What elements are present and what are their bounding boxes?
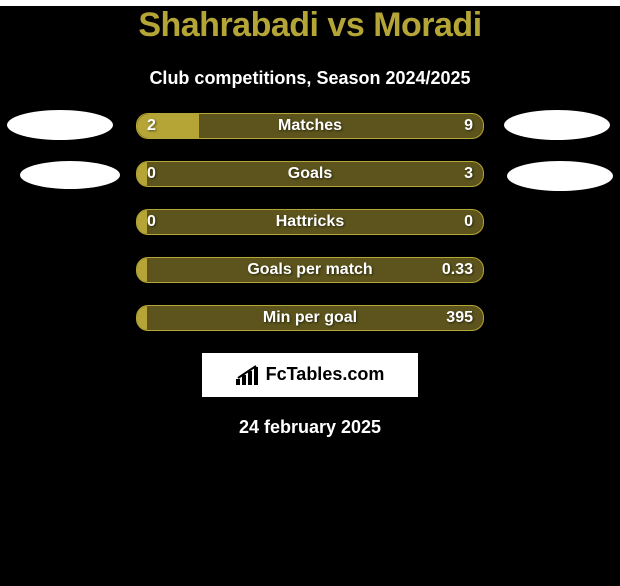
avatar-placeholder-left-2 bbox=[20, 161, 120, 189]
stat-value-right: 9 bbox=[464, 114, 473, 138]
stat-value-right: 0 bbox=[464, 210, 473, 234]
avatar-placeholder-left-1 bbox=[7, 110, 113, 140]
comparison-card: Shahrabadi vs Moradi Club competitions, … bbox=[0, 6, 620, 586]
avatar-placeholder-right-2 bbox=[507, 161, 613, 191]
stat-value-right: 3 bbox=[464, 162, 473, 186]
site-logo: FcTables.com bbox=[202, 353, 418, 397]
stat-bar: 0Goals3 bbox=[136, 161, 484, 187]
stat-label: Min per goal bbox=[137, 306, 483, 330]
stat-label: Goals bbox=[137, 162, 483, 186]
stat-value-right: 0.33 bbox=[442, 258, 473, 282]
card-subtitle: Club competitions, Season 2024/2025 bbox=[0, 68, 620, 89]
avatar-placeholder-right-1 bbox=[504, 110, 610, 140]
stat-bar: 0Hattricks0 bbox=[136, 209, 484, 235]
date-stamp: 24 february 2025 bbox=[0, 417, 620, 438]
stat-label: Hattricks bbox=[137, 210, 483, 234]
stat-label: Goals per match bbox=[137, 258, 483, 282]
site-logo-text: FcTables.com bbox=[266, 364, 385, 385]
card-title: Shahrabadi vs Moradi bbox=[0, 6, 620, 45]
stat-bar: Goals per match0.33 bbox=[136, 257, 484, 283]
stat-value-right: 395 bbox=[446, 306, 473, 330]
stats-block: 2Matches90Goals30Hattricks0Goals per mat… bbox=[0, 113, 620, 331]
stat-bar: 2Matches9 bbox=[136, 113, 484, 139]
stat-bar: Min per goal395 bbox=[136, 305, 484, 331]
stat-label: Matches bbox=[137, 114, 483, 138]
bar-chart-icon bbox=[236, 365, 260, 385]
